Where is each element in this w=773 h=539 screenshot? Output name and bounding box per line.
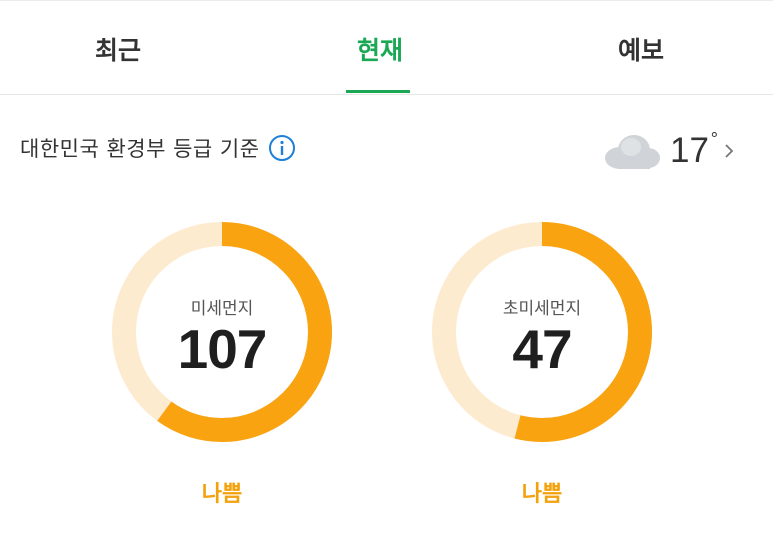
temperature: 17 ° <box>670 129 718 171</box>
chevron-right-icon[interactable] <box>723 142 735 160</box>
tab-bar: 최근 현재 예보 <box>0 0 773 95</box>
tab-forecast[interactable]: 예보 <box>617 36 664 65</box>
grade-standard-label: 대한민국 환경부 등급 기준 <box>20 137 260 161</box>
info-icon[interactable] <box>268 134 296 162</box>
pm10-label: 미세먼지 <box>190 299 254 319</box>
pm25-ring <box>432 222 652 442</box>
pm10-ring <box>112 222 332 442</box>
pm25-label: 초미세먼지 <box>502 299 582 319</box>
pm10-ring-fill <box>112 222 332 442</box>
pm25-ring-fill <box>432 222 652 442</box>
pm10-gauge: 미세먼지 107 <box>100 210 344 454</box>
weather-summary[interactable]: 17 ° <box>600 126 750 176</box>
active-tab-indicator <box>346 90 410 93</box>
pm10-value: 107 <box>177 318 268 380</box>
pm10-grade: 나쁨 <box>201 482 243 507</box>
tab-recent[interactable]: 최근 <box>94 36 141 65</box>
temperature-unit: ° <box>710 129 718 149</box>
tab-current[interactable]: 현재 <box>356 36 403 65</box>
pm25-gauge: 초미세먼지 47 <box>420 210 664 454</box>
cloud-icon <box>600 131 662 171</box>
pm25-value: 47 <box>512 318 572 380</box>
grade-standard-row: 대한민국 환경부 등급 기준 <box>20 133 296 163</box>
top-divider <box>0 0 773 1</box>
temperature-value: 17 <box>670 131 709 170</box>
pm25-grade: 나쁨 <box>521 482 563 507</box>
